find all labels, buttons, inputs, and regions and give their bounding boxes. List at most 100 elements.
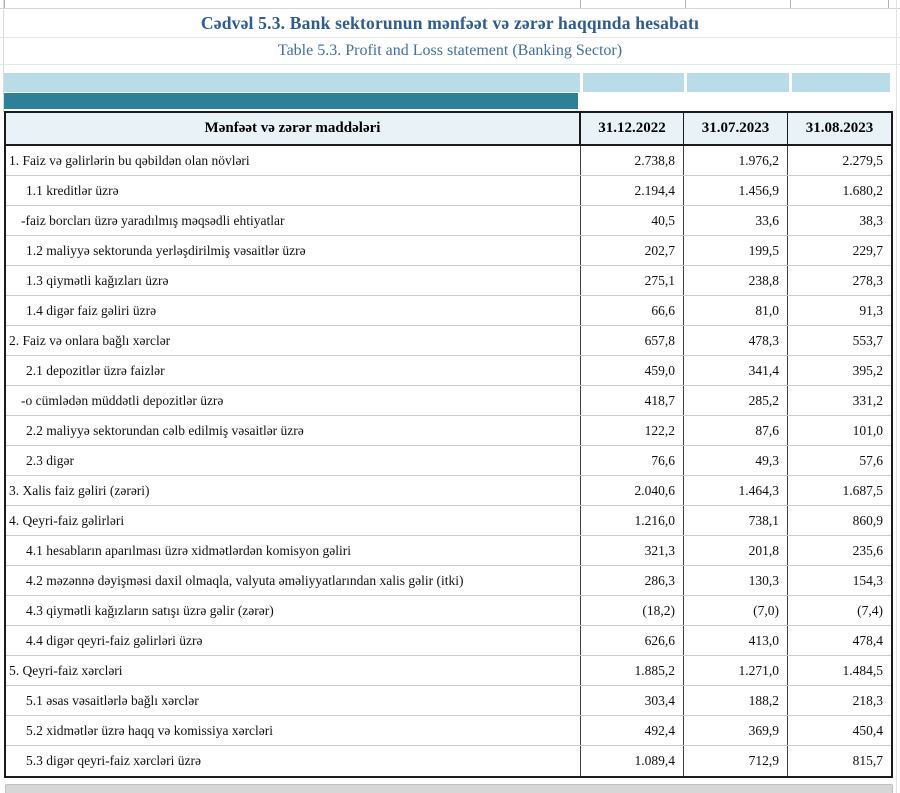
value-cell[interactable]: 1.976,2	[684, 146, 788, 175]
value-cell[interactable]: 369,9	[684, 716, 788, 745]
value-cell[interactable]: 1.216,0	[581, 506, 684, 535]
row-label-cell[interactable]: 5.3 digər qeyri-faiz xərcləri üzrə	[6, 746, 581, 776]
value-cell[interactable]: 188,2	[684, 686, 788, 715]
row-label-cell[interactable]: -faiz borcları üzrə yaradılmış məqsədli …	[6, 206, 581, 235]
profit-loss-table: Mənfəət və zərər maddələri 31.12.2022 31…	[4, 111, 893, 778]
table-row: 1.2 maliyyə sektorunda yerləşdirilmiş və…	[6, 236, 891, 266]
value-cell[interactable]: 2.194,4	[581, 176, 684, 205]
table-row: -o cümlədən müddətli depozitlər üzrə 418,…	[6, 386, 891, 416]
value-cell[interactable]: (7,4)	[857, 602, 883, 618]
value-cell[interactable]: (18,2)	[581, 596, 684, 625]
value-cell[interactable]: 66,6	[581, 296, 684, 325]
row-label-cell[interactable]: 1.3 qiymətli kağızları üzrə	[6, 266, 581, 295]
row-label-cell[interactable]: 2.2 maliyyə sektorundan cəlb edilmiş vəs…	[6, 416, 581, 445]
table-body: 1. Faiz və gəlirlərin bu qəbildən olan n…	[6, 146, 891, 776]
row-label-cell[interactable]: 4.4 digər qeyri-faiz gəlirləri üzrə	[6, 626, 581, 655]
value-cell[interactable]: 2.738,8	[581, 146, 684, 175]
value-cell[interactable]: 278,3	[852, 272, 883, 288]
value-cell[interactable]: 459,0	[581, 356, 684, 385]
value-cell[interactable]: 553,7	[852, 332, 883, 348]
row-label-cell[interactable]: 4.3 qiymətli kağızların satışı üzrə gəli…	[6, 596, 581, 625]
header-date-column[interactable]: 31.08.2023	[805, 120, 874, 136]
value-cell[interactable]: 657,8	[581, 326, 684, 355]
value-cell[interactable]: 218,3	[852, 692, 883, 708]
value-cell[interactable]: 154,3	[852, 572, 883, 588]
table-row: 1.4 digər faiz gəliri üzrə 66,6 81,0 91,3	[6, 296, 891, 326]
row-label-cell[interactable]: 5. Qeyri-faiz xərcləri	[6, 656, 581, 685]
sheet-gridline	[0, 64, 900, 65]
value-cell[interactable]: 33,6	[684, 206, 788, 235]
value-cell[interactable]: 81,0	[684, 296, 788, 325]
row-label-cell[interactable]: 2.3 digər	[6, 446, 581, 475]
table-row: 1.3 qiymətli kağızları üzrə 275,1 238,8 278…	[6, 266, 891, 296]
value-cell[interactable]: 1.484,5	[842, 662, 884, 678]
row-label-cell[interactable]: 2. Faiz və onlara bağlı xərclər	[6, 326, 581, 355]
value-cell[interactable]: (7,0)	[684, 596, 788, 625]
value-cell[interactable]: 321,3	[581, 536, 684, 565]
value-cell[interactable]: 229,7	[852, 242, 883, 258]
row-label-cell[interactable]: 5.1 əsas vəsaitlərlə bağlı xərclər	[6, 686, 581, 715]
value-cell[interactable]: 57,6	[859, 452, 883, 468]
value-cell[interactable]: 738,1	[684, 506, 788, 535]
value-cell[interactable]: 201,8	[684, 536, 788, 565]
header-date-column[interactable]: 31.12.2022	[581, 113, 684, 144]
value-cell[interactable]: 91,3	[859, 302, 883, 318]
value-cell[interactable]: 1.680,2	[842, 182, 884, 198]
horizontal-scrollbar[interactable]	[5, 784, 893, 793]
value-cell[interactable]: 492,4	[581, 716, 684, 745]
row-label-cell[interactable]: 1.1 kreditlər üzrə	[6, 176, 581, 205]
value-cell[interactable]: 38,3	[859, 212, 883, 228]
value-cell[interactable]: 2.279,5	[842, 152, 884, 168]
value-cell[interactable]: 331,2	[852, 392, 883, 408]
value-cell[interactable]: 478,4	[852, 632, 883, 648]
row-label-cell[interactable]: -o cümlədən müddətli depozitlər üzrə	[6, 386, 581, 415]
value-cell[interactable]: 815,7	[852, 753, 883, 768]
value-cell[interactable]: 235,6	[852, 542, 883, 558]
row-label-cell[interactable]: 1.4 digər faiz gəliri üzrə	[6, 296, 581, 325]
header-band-teal	[4, 93, 578, 109]
value-cell[interactable]: 275,1	[581, 266, 684, 295]
value-cell[interactable]: 450,4	[852, 722, 883, 738]
value-cell[interactable]: 199,5	[684, 236, 788, 265]
value-cell[interactable]: 626,6	[581, 626, 684, 655]
value-cell[interactable]: 1.271,0	[684, 656, 788, 685]
value-cell[interactable]: 1.089,4	[581, 746, 684, 776]
sheet-gridline	[3, 0, 4, 112]
value-cell[interactable]: 712,9	[684, 746, 788, 776]
horizontal-scrollbar-track	[4, 783, 894, 793]
value-cell[interactable]: 49,3	[684, 446, 788, 475]
row-label-cell[interactable]: 4. Qeyri-faiz gəlirləri	[6, 506, 581, 535]
value-cell[interactable]: 395,2	[852, 362, 883, 378]
value-cell[interactable]: 478,3	[684, 326, 788, 355]
gridline-tick	[685, 0, 686, 8]
value-cell[interactable]: 202,7	[581, 236, 684, 265]
value-cell[interactable]: 285,2	[684, 386, 788, 415]
value-cell[interactable]: 1.687,5	[842, 482, 884, 498]
row-label-cell[interactable]: 4.1 hesabların aparılması üzrə xidmətlər…	[6, 536, 581, 565]
value-cell[interactable]: 418,7	[581, 386, 684, 415]
value-cell[interactable]: 238,8	[684, 266, 788, 295]
value-cell[interactable]: 413,0	[684, 626, 788, 655]
header-items-label[interactable]: Mənfəət və zərər maddələri	[6, 113, 581, 144]
value-cell[interactable]: 1.885,2	[581, 656, 684, 685]
value-cell[interactable]: 130,3	[684, 566, 788, 595]
header-date-column[interactable]: 31.07.2023	[684, 113, 788, 144]
value-cell[interactable]: 2.040,6	[581, 476, 684, 505]
row-label-cell[interactable]: 1. Faiz və gəlirlərin bu qəbildən olan n…	[6, 146, 581, 175]
row-label-cell[interactable]: 2.1 depozitlər üzrə faizlər	[6, 356, 581, 385]
row-label-cell[interactable]: 5.2 xidmətlər üzrə haqq və komissiya xər…	[6, 716, 581, 745]
value-cell[interactable]: 860,9	[852, 512, 883, 528]
value-cell[interactable]: 303,4	[581, 686, 684, 715]
value-cell[interactable]: 1.464,3	[684, 476, 788, 505]
value-cell[interactable]: 76,6	[581, 446, 684, 475]
value-cell[interactable]: 122,2	[581, 416, 684, 445]
value-cell[interactable]: 101,0	[852, 422, 883, 438]
value-cell[interactable]: 40,5	[581, 206, 684, 235]
row-label-cell[interactable]: 1.2 maliyyə sektorunda yerləşdirilmiş və…	[6, 236, 581, 265]
value-cell[interactable]: 87,6	[684, 416, 788, 445]
row-label-cell[interactable]: 4.2 məzənnə dəyişməsi daxil olmaqla, val…	[6, 566, 581, 595]
value-cell[interactable]: 1.456,9	[684, 176, 788, 205]
row-label-cell[interactable]: 3. Xalis faiz gəliri (zərəri)	[6, 476, 581, 505]
value-cell[interactable]: 341,4	[684, 356, 788, 385]
value-cell[interactable]: 286,3	[581, 566, 684, 595]
